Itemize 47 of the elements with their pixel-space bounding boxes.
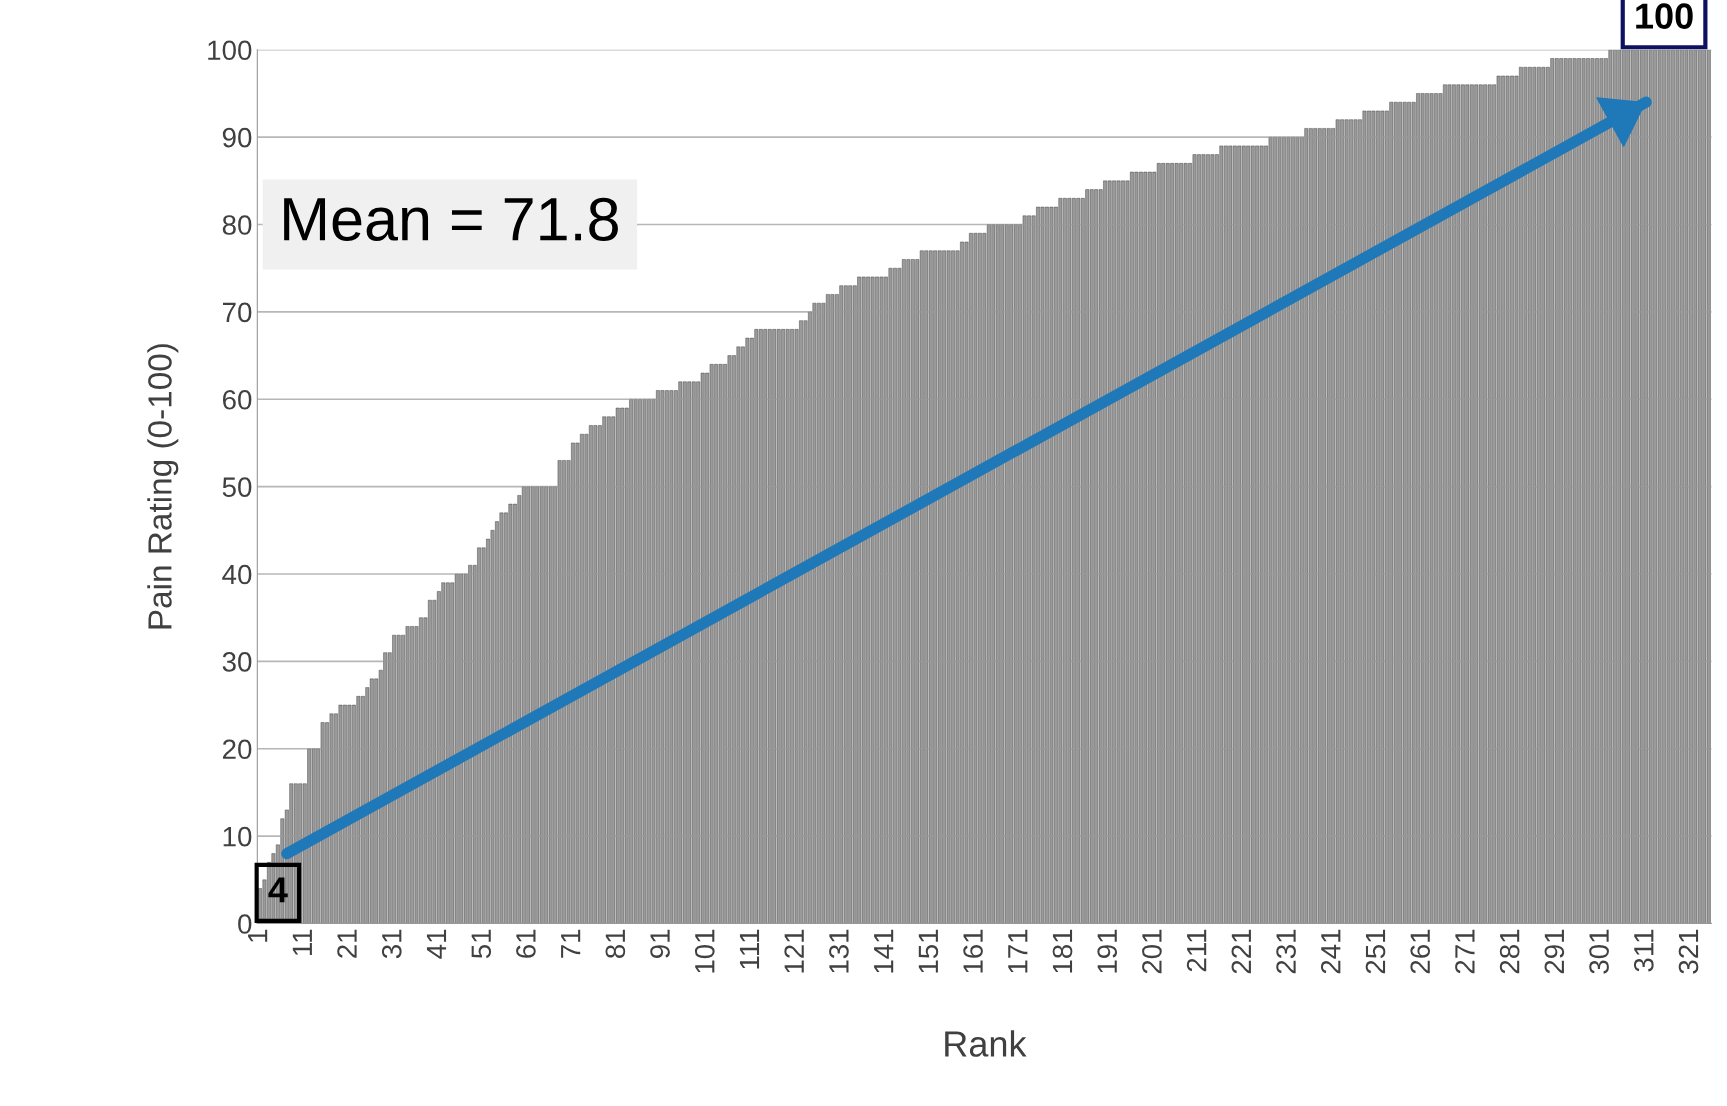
x-tick-label: 51: [471, 929, 492, 959]
y-tick-label: 50: [222, 477, 252, 497]
x-tick-label: 261: [1410, 929, 1431, 974]
annotation: 100: [1636, 3, 1693, 29]
y-tick-label: 30: [222, 652, 252, 672]
x-tick-label: 151: [918, 929, 939, 973]
x-tick-label: 81: [605, 929, 626, 959]
x-tick-label: 301: [1589, 929, 1609, 974]
x-tick-label: 61: [516, 929, 536, 958]
x-tick-label: 251: [1365, 929, 1386, 974]
x-tick-label: 191: [1097, 929, 1118, 973]
y-tick-label: 40: [222, 564, 252, 585]
x-tick-label: 241: [1320, 929, 1341, 974]
x-tick-label: 321: [1678, 929, 1699, 974]
y-tick-label: 20: [222, 739, 252, 760]
x-tick-label: 111: [739, 929, 760, 969]
x-tick-label: 21: [337, 929, 357, 958]
annotation: Mean = 71.8: [284, 197, 618, 241]
x-axis-title: Rank: [945, 1030, 1027, 1057]
annotation: 4: [268, 877, 288, 903]
x-tick-label: 41: [426, 929, 447, 959]
x-tick-label: 291: [1544, 929, 1565, 974]
x-tick-label: 101: [694, 929, 715, 973]
x-tick-label: 201: [1142, 929, 1162, 974]
x-tick-label: 311: [1633, 929, 1654, 972]
x-tick-label: 31: [381, 929, 402, 959]
y-tick-label: 60: [222, 389, 252, 410]
x-tick-label: 131: [829, 929, 849, 973]
x-tick-label: 71: [561, 929, 581, 958]
y-axis-title: Pain Rating (0-100): [147, 344, 179, 629]
x-tick-label: 281: [1499, 929, 1520, 974]
x-tick-label: 161: [963, 929, 983, 973]
x-tick-label: 141: [874, 929, 894, 973]
x-tick-label: 181: [1052, 929, 1073, 973]
y-tick-label: 70: [222, 302, 252, 323]
x-tick-label: 221: [1231, 929, 1251, 974]
x-tick-label: 211: [1186, 929, 1207, 972]
y-tick-label: 90: [222, 127, 252, 148]
y-tick-label: 10: [223, 826, 252, 847]
x-tick-label: 11: [292, 929, 312, 956]
x-tick-label: 91: [650, 929, 670, 958]
x-tick-label: 271: [1455, 929, 1475, 974]
x-tick-label: 231: [1276, 929, 1296, 974]
y-tick-label: 100: [208, 40, 252, 61]
x-tick-label: 171: [1008, 929, 1028, 973]
x-tick-label: 121: [784, 929, 804, 973]
y-tick-label: 80: [222, 215, 252, 235]
